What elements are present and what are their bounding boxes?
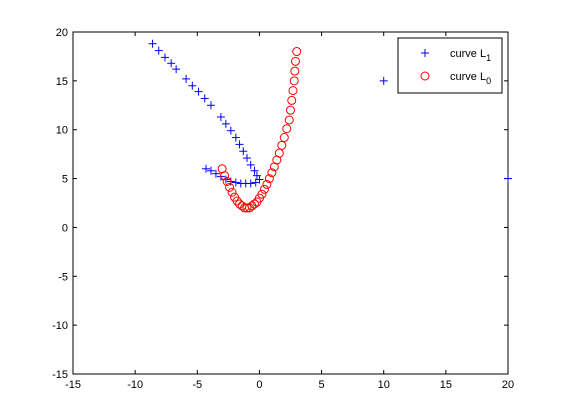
data-point — [290, 56, 300, 66]
data-point — [274, 148, 284, 158]
data-point — [264, 174, 274, 184]
y-tick-label: -10 — [52, 320, 68, 332]
series-0 — [148, 39, 512, 188]
data-point — [249, 199, 259, 209]
data-point — [216, 113, 225, 122]
data-point — [231, 178, 240, 187]
legend-marker-0 — [421, 49, 429, 57]
data-point — [221, 119, 230, 128]
data-point — [226, 126, 235, 135]
x-axis-ticks: -15 -10 -5 0 5 10 15 20 — [65, 32, 514, 391]
y-tick-label: -5 — [58, 271, 68, 283]
data-point — [236, 179, 245, 188]
data-point — [257, 189, 267, 199]
data-point — [287, 95, 297, 105]
legend-label-1: curve L0 — [450, 71, 491, 86]
data-point — [200, 94, 209, 103]
series-layer — [148, 39, 512, 213]
y-tick-label: 0 — [62, 222, 68, 234]
data-point — [251, 178, 260, 187]
data-point — [239, 147, 248, 156]
x-tick-label: 15 — [440, 379, 452, 391]
data-point — [206, 166, 215, 175]
legend: curve L1 curve L0 — [397, 37, 503, 94]
legend-box — [397, 37, 503, 94]
data-point — [267, 168, 277, 178]
data-point — [279, 133, 289, 143]
y-tick-label: 10 — [56, 125, 68, 137]
data-point — [160, 53, 169, 62]
data-point — [211, 169, 220, 178]
data-point — [277, 140, 287, 150]
data-point — [259, 184, 269, 194]
y-tick-label: 5 — [62, 174, 68, 186]
data-point — [246, 160, 255, 169]
data-point — [289, 76, 299, 86]
data-point — [167, 59, 176, 68]
data-point — [379, 76, 388, 85]
y-tick-label: 20 — [56, 27, 68, 39]
data-point — [288, 86, 298, 96]
data-point — [148, 39, 157, 48]
data-point — [504, 174, 512, 183]
data-point — [290, 66, 300, 76]
data-point — [292, 47, 302, 57]
legend-label-0: curve L1 — [450, 48, 491, 63]
y-tick-label: 15 — [56, 76, 68, 88]
data-point — [222, 177, 232, 187]
series-1 — [217, 47, 302, 213]
data-point — [225, 182, 235, 192]
data-point — [235, 140, 244, 149]
data-point — [206, 101, 215, 110]
x-tick-label: 20 — [502, 379, 514, 391]
x-tick-label: 5 — [319, 379, 325, 391]
data-point — [172, 65, 181, 74]
data-point — [227, 187, 237, 197]
data-point — [243, 154, 251, 163]
x-tick-label: -5 — [192, 379, 202, 391]
data-point — [232, 196, 242, 206]
data-point — [201, 164, 210, 173]
data-point — [231, 133, 240, 142]
data-point — [194, 87, 203, 96]
data-point — [154, 46, 163, 55]
data-point — [284, 115, 294, 125]
data-point — [286, 105, 295, 115]
x-tick-label: 10 — [378, 379, 390, 391]
y-axis-ticks: -15 -10 -5 0 5 10 15 20 — [52, 27, 508, 381]
x-tick-label: 0 — [256, 379, 262, 391]
data-point — [242, 203, 252, 213]
x-tick-label: -15 — [65, 379, 81, 391]
y-tick-label: -15 — [52, 369, 68, 381]
legend-marker-1 — [420, 71, 430, 81]
data-point — [220, 171, 230, 181]
data-point — [250, 166, 259, 175]
data-point — [282, 124, 292, 134]
data-point — [182, 74, 191, 83]
data-point — [188, 81, 197, 90]
data-point — [262, 179, 272, 189]
x-tick-label: -10 — [127, 379, 143, 391]
